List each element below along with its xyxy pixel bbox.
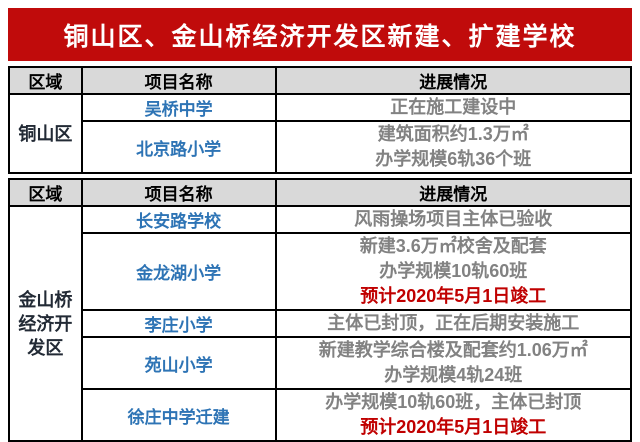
header-region: 区域 <box>8 178 83 207</box>
progress-cell: 新建教学综合楼及配套约1.06万㎡ 办学规模4轨24班 <box>274 336 633 390</box>
progress-line: 新建3.6万㎡校舍及配套 <box>359 236 547 256</box>
project-cell-wuqiao: 吴桥中学 <box>80 93 277 122</box>
project-cell-yuanshan: 苑山小学 <box>80 336 277 390</box>
progress-line: 办学规模6轨36个班 <box>375 149 532 169</box>
table-header-row: 区域 项目名称 进展情况 <box>8 66 633 95</box>
progress-line-highlight: 预计2020年5月1日竣工 <box>360 286 547 306</box>
progress-line: 正在施工建设中 <box>390 97 517 117</box>
progress-line-highlight: 预计2020年5月1日竣工 <box>360 417 547 437</box>
progress-line: 办学规模10轨60班，主体已封顶 <box>325 392 582 412</box>
header-region: 区域 <box>8 66 83 95</box>
tongshan-section-table: 区域 项目名称 进展情况 铜山区 吴桥中学 正在施工建设中 北京路小学 建筑面积… <box>8 66 633 174</box>
table-row: 金龙湖小学 新建3.6万㎡校舍及配套 办学规模10轨60班 预计2020年5月1… <box>9 232 633 311</box>
progress-cell: 正在施工建设中 <box>274 93 633 122</box>
header-progress: 进展情况 <box>274 178 633 207</box>
progress-cell: 风雨操场项目主体已验收 <box>274 205 633 234</box>
table-row: 苑山小学 新建教学综合楼及配套约1.06万㎡ 办学规模4轨24班 <box>9 336 633 390</box>
progress-line: 建筑面积约1.3万㎡ <box>377 124 529 144</box>
title-banner: 铜山区、金山桥经济开发区新建、扩建学校 <box>8 8 632 61</box>
jinshanqiao-section-table: 区域 项目名称 进展情况 金山桥经济开发区 长安路学校 风雨操场项目主体已验收 … <box>8 178 633 442</box>
progress-cell: 办学规模10轨60班，主体已封顶 预计2020年5月1日竣工 <box>274 388 633 442</box>
project-cell-jinlonghu: 金龙湖小学 <box>80 232 277 311</box>
header-project: 项目名称 <box>80 178 277 207</box>
progress-line: 新建教学综合楼及配套约1.06万㎡ <box>318 340 588 360</box>
project-cell-changanlu: 长安路学校 <box>80 205 277 234</box>
table-row: 徐庄中学迁建 办学规模10轨60班，主体已封顶 预计2020年5月1日竣工 <box>9 388 633 442</box>
table-row: 北京路小学 建筑面积约1.3万㎡ 办学规模6轨36个班 <box>9 120 633 174</box>
progress-cell: 建筑面积约1.3万㎡ 办学规模6轨36个班 <box>274 120 633 174</box>
table-row: 金山桥经济开发区 长安路学校 风雨操场项目主体已验收 <box>8 205 633 442</box>
page-title: 铜山区、金山桥经济开发区新建、扩建学校 <box>63 22 577 51</box>
progress-line: 主体已封顶，正在后期安装施工 <box>327 313 580 333</box>
progress-line: 风雨操场项目主体已验收 <box>354 209 553 229</box>
project-cell-beijinglu: 北京路小学 <box>80 120 277 174</box>
project-cell-xuzhuang: 徐庄中学迁建 <box>80 388 277 442</box>
header-progress: 进展情况 <box>274 66 633 95</box>
progress-cell: 新建3.6万㎡校舍及配套 办学规模10轨60班 预计2020年5月1日竣工 <box>274 232 633 311</box>
header-project: 项目名称 <box>80 66 277 95</box>
table-row: 李庄小学 主体已封顶，正在后期安装施工 <box>9 309 633 338</box>
project-cell-lizhuang: 李庄小学 <box>80 309 277 338</box>
region-cell-tongshan: 铜山区 <box>8 93 83 174</box>
region-cell-jinshanqiao: 金山桥经济开发区 <box>8 205 83 442</box>
progress-cell: 主体已封顶，正在后期安装施工 <box>274 309 633 338</box>
table-row: 铜山区 吴桥中学 正在施工建设中 <box>8 93 633 174</box>
progress-line: 办学规模10轨60班 <box>379 261 528 281</box>
table-header-row: 区域 项目名称 进展情况 <box>8 178 633 207</box>
progress-line: 办学规模4轨24班 <box>384 365 523 385</box>
